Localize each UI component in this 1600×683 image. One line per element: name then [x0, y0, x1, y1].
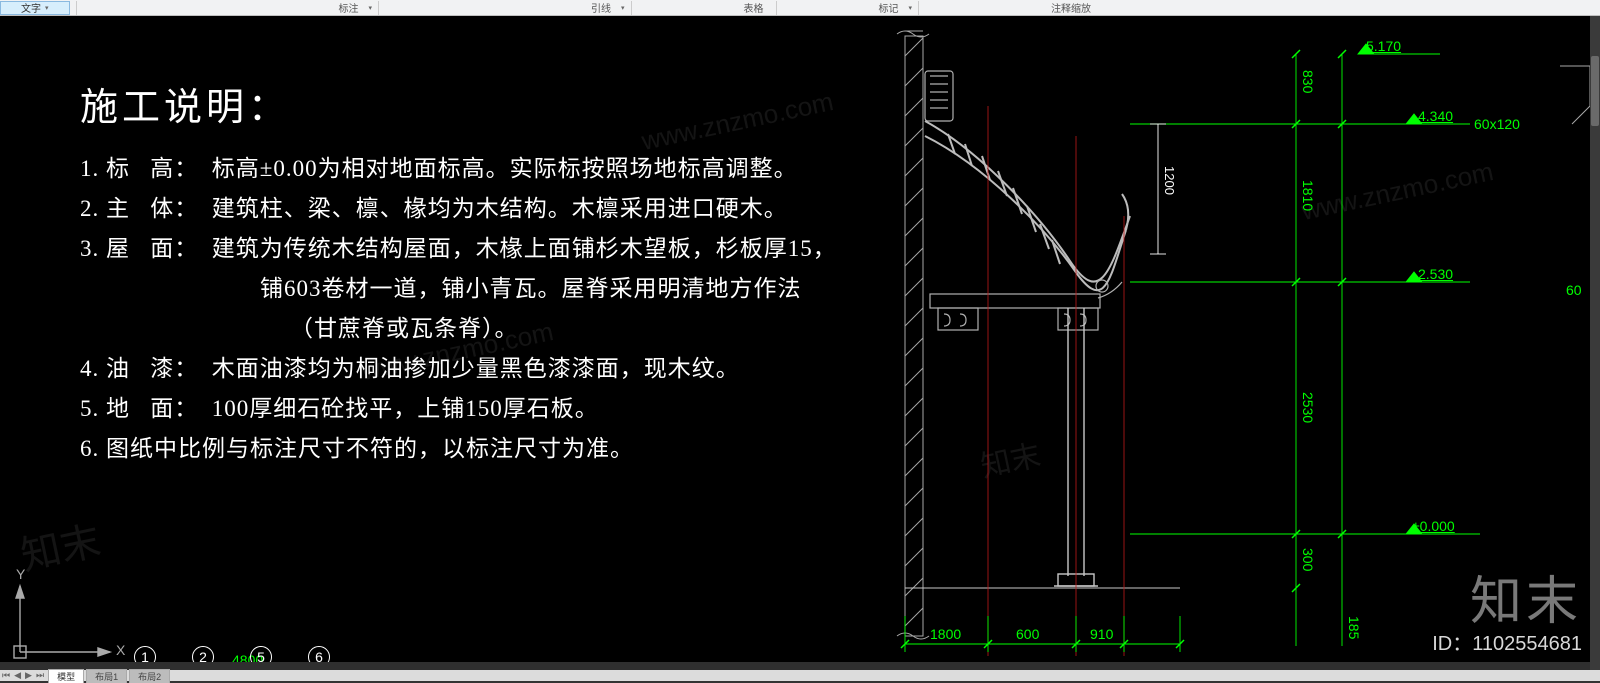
dim-2530: 2530 [1300, 392, 1316, 423]
tab-nav-first-icon[interactable]: ⏮ [0, 670, 12, 681]
watermark-big: 知末 [1470, 559, 1582, 634]
dropdown-icon: ▾ [369, 4, 373, 12]
ribbon-sep [76, 1, 77, 15]
dim-910: 910 [1090, 626, 1113, 642]
tab-nav-prev-icon[interactable]: ◀ [12, 670, 23, 681]
elev-2530: 2.530 [1418, 266, 1453, 282]
ribbon-sep [378, 1, 379, 15]
tab-model[interactable]: 模型 [48, 669, 84, 683]
model-space[interactable]: 知末 www.znzmo.com www.znzmo.com 知末 www.zn… [0, 16, 1600, 670]
vertical-scrollbar[interactable] [1590, 16, 1600, 670]
ribbon-sep [631, 1, 632, 15]
dim-1810: 1810 [1300, 180, 1316, 211]
ribbon-sep [918, 1, 919, 15]
cad-drawing [0, 16, 1600, 670]
ribbon-panel-text[interactable]: 文字 ▾ [0, 1, 70, 15]
ribbon-panel-table[interactable]: 表格 [738, 0, 770, 15]
ribbon-sep [776, 1, 777, 15]
elev-0000: ±0.000 [1412, 518, 1455, 534]
ucs-x-label: X [116, 642, 125, 658]
scrollbar-thumb[interactable] [1591, 56, 1599, 126]
note-60x120: 60x120 [1474, 116, 1520, 132]
layout-tabstrip: ⏮ ◀ ▶ ⏭ 模型 布局1 布局2 [0, 670, 1600, 681]
dropdown-icon: ▾ [909, 4, 913, 12]
tab-layout1[interactable]: 布局1 [86, 669, 127, 683]
ucs-y-label: Y [16, 566, 25, 582]
ribbon-panel-annoscale[interactable]: 注释缩放 [1045, 0, 1097, 15]
dropdown-icon: ▾ [45, 4, 49, 12]
dropdown-icon: ▾ [621, 4, 625, 12]
watermark-id: ID：1102554681 [1432, 627, 1582, 656]
horizontal-scrollbar[interactable] [0, 662, 1590, 670]
elev-4340: 4.340 [1418, 108, 1453, 124]
ribbon-bar: 文字 ▾ 标注 ▾ 引线 ▾ 表格 标记 ▾ 注释缩放 [0, 0, 1600, 16]
dim-1200: 1200 [1162, 166, 1177, 195]
dim-600: 600 [1016, 626, 1039, 642]
tab-layout2[interactable]: 布局2 [129, 669, 170, 683]
tab-nav-last-icon[interactable]: ⏭ [34, 670, 46, 681]
dim-1800: 1800 [930, 626, 961, 642]
ribbon-panel-mark[interactable]: 标记 [873, 0, 905, 15]
ribbon-panel-leader[interactable]: 引线 [585, 0, 617, 15]
dim-830: 830 [1300, 70, 1316, 93]
dim-185: 185 [1346, 616, 1362, 639]
dim-300: 300 [1300, 548, 1316, 571]
elev-5170: 5.170 [1366, 38, 1401, 54]
note-60: 60 [1566, 282, 1582, 298]
ribbon-panel-text-label: 文字 [21, 0, 41, 15]
ribbon-panel-dim[interactable]: 标注 [333, 0, 365, 15]
tab-nav-next-icon[interactable]: ▶ [23, 670, 34, 681]
